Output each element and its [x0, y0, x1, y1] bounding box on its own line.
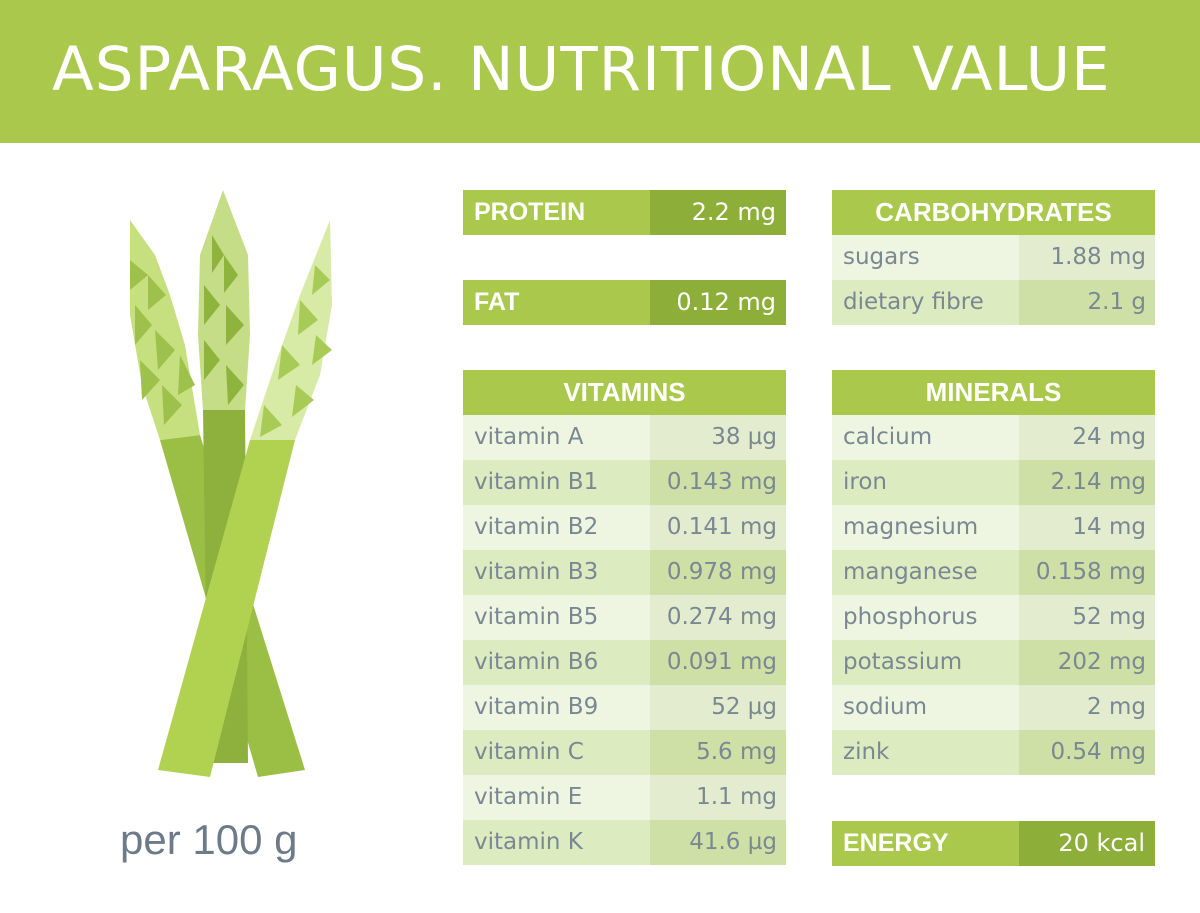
nutrient-value: 0.54 mg	[1019, 730, 1155, 775]
table-row: vitamin B5 0.274 mg	[463, 595, 786, 640]
table-row: dietary fibre 2.1 g	[832, 280, 1155, 325]
table-row: calcium 24 mg	[832, 415, 1155, 460]
nutrient-value: 14 mg	[1019, 505, 1155, 550]
serving-size-label: per 100 g	[120, 816, 298, 863]
nutrient-value: 52 mg	[1019, 595, 1155, 640]
nutrient-name: vitamin B3	[463, 550, 650, 595]
asparagus-tip-right	[250, 220, 332, 440]
nutrient-value: 2.14 mg	[1019, 460, 1155, 505]
asparagus-stalk-right	[158, 440, 295, 777]
nutrient-name: dietary fibre	[832, 280, 1019, 325]
table-row: vitamin B3 0.978 mg	[463, 550, 786, 595]
nutrient-name: vitamin B1	[463, 460, 650, 505]
nutrient-name: vitamin B5	[463, 595, 650, 640]
nutrient-name: magnesium	[832, 505, 1019, 550]
nutrient-name: zink	[832, 730, 1019, 775]
protein-label: PROTEIN	[463, 190, 650, 235]
table-row: vitamin B9 52 µg	[463, 685, 786, 730]
nutrient-name: sugars	[832, 235, 1019, 280]
energy-label: ENERGY	[832, 821, 1019, 866]
nutrient-value: 0.274 mg	[650, 595, 786, 640]
nutrient-value: 24 mg	[1019, 415, 1155, 460]
fat-value: 0.12 mg	[650, 280, 786, 325]
carbohydrates-table: CARBOHYDRATES sugars 1.88 mg dietary fib…	[832, 190, 1155, 325]
nutrient-value: 5.6 mg	[650, 730, 786, 775]
asparagus-illustration	[130, 190, 332, 777]
table-row: vitamin E 1.1 mg	[463, 775, 786, 820]
nutrient-value: 0.141 mg	[650, 505, 786, 550]
fat-row: FAT 0.12 mg	[463, 280, 786, 325]
table-row: vitamin B2 0.141 mg	[463, 505, 786, 550]
table-row: sodium 2 mg	[832, 685, 1155, 730]
nutrient-value: 0.158 mg	[1019, 550, 1155, 595]
vitamins-header: VITAMINS	[463, 370, 786, 415]
nutrient-name: sodium	[832, 685, 1019, 730]
title-banner: ASPARAGUS. NUTRITIONAL VALUE	[0, 0, 1200, 143]
nutrient-value: 2.1 g	[1019, 280, 1155, 325]
nutrient-name: vitamin B9	[463, 685, 650, 730]
table-row: potassium 202 mg	[832, 640, 1155, 685]
nutrient-value: 38 µg	[650, 415, 786, 460]
table-row: magnesium 14 mg	[832, 505, 1155, 550]
nutrient-name: vitamin B2	[463, 505, 650, 550]
protein-row: PROTEIN 2.2 mg	[463, 190, 786, 235]
nutrient-value: 0.978 mg	[650, 550, 786, 595]
table-row: zink 0.54 mg	[832, 730, 1155, 775]
nutrient-value: 1.88 mg	[1019, 235, 1155, 280]
energy-value: 20 kcal	[1019, 821, 1155, 866]
fat-label: FAT	[463, 280, 650, 325]
minerals-header: MINERALS	[832, 370, 1155, 415]
page-title: ASPARAGUS. NUTRITIONAL VALUE	[52, 34, 1111, 105]
carbohydrates-header: CARBOHYDRATES	[832, 190, 1155, 235]
nutrient-value: 0.091 mg	[650, 640, 786, 685]
nutrient-name: vitamin K	[463, 820, 650, 865]
nutrient-name: iron	[832, 460, 1019, 505]
table-row: manganese 0.158 mg	[832, 550, 1155, 595]
nutrient-name: vitamin B6	[463, 640, 650, 685]
table-row: vitamin A 38 µg	[463, 415, 786, 460]
nutrient-value: 0.143 mg	[650, 460, 786, 505]
nutrient-name: phosphorus	[832, 595, 1019, 640]
nutrient-value: 202 mg	[1019, 640, 1155, 685]
nutrient-value: 52 µg	[650, 685, 786, 730]
table-row: vitamin B6 0.091 mg	[463, 640, 786, 685]
table-row: vitamin K 41.6 µg	[463, 820, 786, 865]
nutrient-name: vitamin E	[463, 775, 650, 820]
nutrient-name: manganese	[832, 550, 1019, 595]
table-row: vitamin C 5.6 mg	[463, 730, 786, 775]
table-row: sugars 1.88 mg	[832, 235, 1155, 280]
table-row: phosphorus 52 mg	[832, 595, 1155, 640]
nutrient-value: 1.1 mg	[650, 775, 786, 820]
minerals-table: MINERALS calcium 24 mg iron 2.14 mg magnes…	[832, 370, 1155, 775]
vitamins-table: VITAMINS vitamin A 38 µg vitamin B1 0.143 …	[463, 370, 786, 865]
nutrient-name: vitamin C	[463, 730, 650, 775]
nutrient-value: 41.6 µg	[650, 820, 786, 865]
nutrient-name: vitamin A	[463, 415, 650, 460]
energy-row: ENERGY 20 kcal	[832, 821, 1155, 866]
table-row: vitamin B1 0.143 mg	[463, 460, 786, 505]
protein-value: 2.2 mg	[650, 190, 786, 235]
nutrient-name: potassium	[832, 640, 1019, 685]
nutrient-value: 2 mg	[1019, 685, 1155, 730]
nutrient-name: calcium	[832, 415, 1019, 460]
table-row: iron 2.14 mg	[832, 460, 1155, 505]
